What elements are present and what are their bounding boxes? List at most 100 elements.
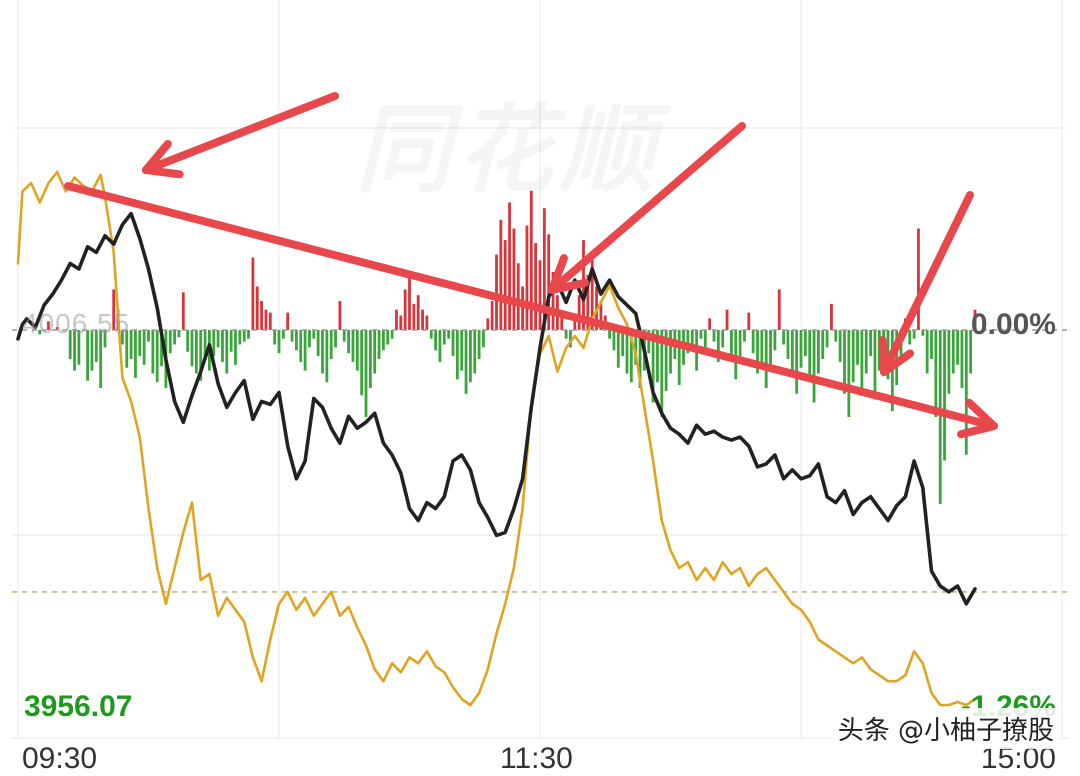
down-volume-bar: [564, 330, 568, 339]
down-volume-bar: [699, 330, 703, 339]
down-volume-bar: [969, 330, 973, 374]
index-series-line: [16, 211, 977, 606]
down-volume-bar: [930, 330, 933, 359]
down-volume-bar: [103, 330, 107, 348]
down-volume-bar: [273, 330, 277, 345]
up-volume-bar: [508, 202, 511, 330]
down-volume-bar: [277, 330, 281, 354]
up-volume-bar: [55, 327, 59, 330]
down-volume-bar: [429, 330, 433, 339]
down-volume-bar: [281, 330, 285, 339]
down-volume-bar: [786, 330, 790, 359]
up-volume-bar: [338, 301, 342, 330]
down-volume-bar: [129, 330, 133, 359]
down-volume-bar: [938, 330, 942, 504]
down-volume-bar: [347, 330, 350, 354]
up-volume-bar: [412, 303, 416, 330]
grid-layer: [12, 0, 1068, 740]
down-volume-bar: [764, 330, 768, 388]
down-volume-bar: [803, 330, 807, 357]
down-volume-bar: [895, 330, 899, 386]
down-volume-bar: [221, 330, 224, 362]
down-volume-bar: [216, 330, 220, 348]
down-volume-bar: [956, 330, 959, 365]
background-logo: 同花顺: [355, 72, 661, 211]
down-volume-bar: [329, 330, 333, 359]
down-volume-bar: [373, 330, 377, 374]
arrow-upper-left: [142, 92, 339, 179]
down-volume-bar: [390, 330, 394, 339]
arrow-upper-left-shaft: [142, 92, 339, 174]
down-volume-bar: [460, 330, 464, 371]
down-volume-bar: [790, 330, 794, 377]
up-volume-bar: [512, 228, 516, 330]
arrow-trend-line-head-1: [957, 422, 998, 439]
down-volume-bar: [212, 330, 216, 357]
down-volume-bar: [312, 330, 316, 339]
average-series-line: [16, 170, 977, 707]
arrow-upper-left-head-0: [142, 166, 184, 179]
arrow-trend-line-shaft: [64, 182, 998, 430]
down-volume-bar: [290, 330, 294, 342]
down-volume-bar: [203, 330, 207, 359]
down-volume-bar: [864, 330, 868, 374]
up-volume-bar: [747, 312, 751, 330]
down-volume-bar: [464, 330, 468, 394]
up-volume-bar: [586, 274, 590, 330]
down-volume-bar: [77, 330, 81, 365]
down-volume-bar: [308, 330, 311, 348]
down-volume-bar: [234, 330, 237, 365]
down-volume-bar: [869, 330, 872, 357]
up-volume-bar: [486, 318, 490, 330]
down-volume-bar: [925, 330, 929, 374]
up-volume-bar: [47, 321, 50, 330]
down-volume-bar: [368, 330, 372, 388]
down-volume-bar: [134, 330, 137, 378]
down-volume-bar: [730, 330, 733, 359]
down-volume-bar: [190, 330, 194, 367]
down-volume-bar: [238, 330, 242, 345]
down-volume-bar: [964, 330, 968, 455]
reference-lines: [12, 329, 1068, 593]
up-volume-bar: [725, 309, 729, 330]
down-volume-bar: [660, 330, 664, 417]
arrow-upper-left-head-1: [142, 139, 172, 174]
arrow-right-shaft: [880, 191, 974, 376]
down-volume-bar: [342, 330, 346, 342]
down-volume-bar: [873, 330, 877, 400]
down-volume-bar: [194, 330, 198, 374]
down-volume-bar: [351, 330, 355, 362]
down-volume-bar: [825, 330, 829, 348]
arrow-midday-head-0: [548, 278, 590, 294]
up-volume-bar: [286, 312, 290, 330]
up-volume-bar: [547, 234, 551, 330]
down-volume-bar: [160, 330, 163, 367]
down-volume-bar: [434, 330, 437, 351]
price-lines: [16, 170, 977, 707]
up-volume-bar: [521, 286, 524, 330]
time-tick-midday: 11:30: [500, 742, 573, 775]
down-volume-bar: [168, 330, 172, 354]
down-volume-bar: [186, 330, 190, 352]
down-volume-bar: [473, 330, 477, 374]
up-volume-bar: [499, 219, 503, 330]
up-volume-bar: [534, 243, 538, 330]
up-volume-bar: [542, 208, 546, 330]
down-volume-bar: [229, 330, 233, 352]
down-volume-bar: [295, 330, 298, 351]
down-volume-bar: [94, 330, 98, 362]
down-volume-bar: [447, 330, 451, 339]
down-volume-bar: [651, 330, 655, 403]
down-volume-bar: [669, 330, 672, 374]
arrow-trend-line: [64, 182, 998, 439]
up-volume-bar: [590, 254, 594, 330]
up-volume-bar: [421, 309, 424, 330]
up-volume-bar: [599, 301, 603, 330]
down-volume-bar: [690, 330, 694, 345]
down-volume-bar: [934, 330, 938, 417]
down-volume-bar: [908, 330, 912, 345]
up-volume-bar: [560, 312, 564, 330]
down-volume-bar: [569, 330, 572, 348]
down-volume-bar: [943, 330, 946, 461]
